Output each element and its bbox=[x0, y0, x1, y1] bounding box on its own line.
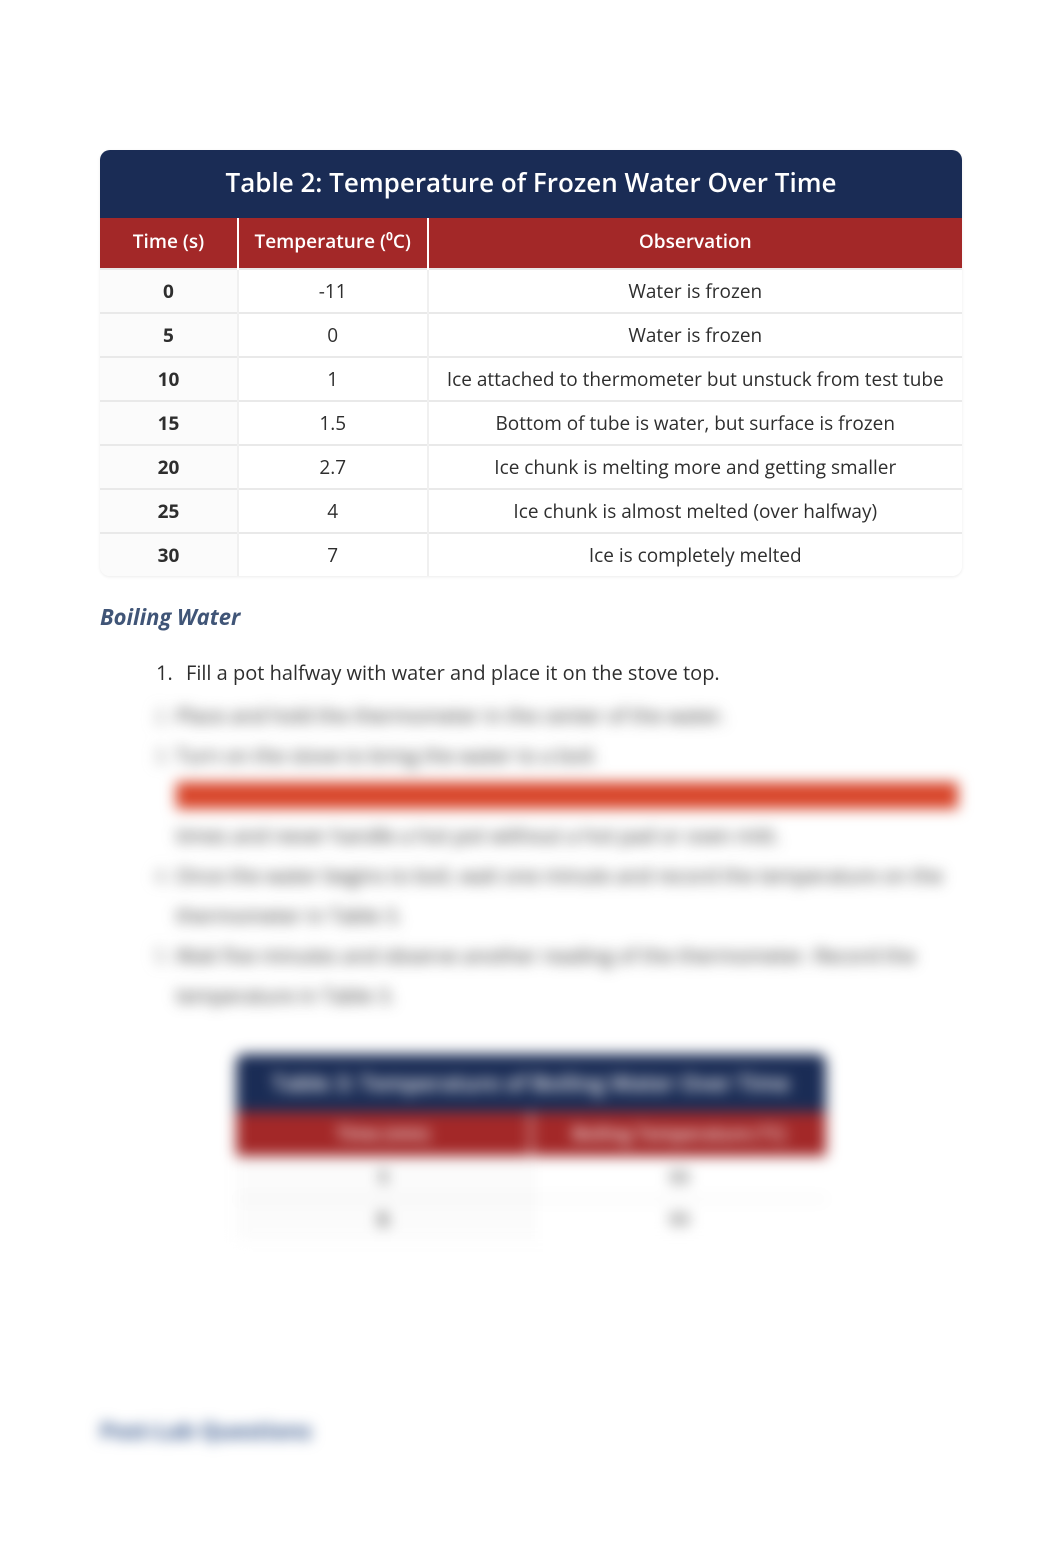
table-row: 101Ice attached to thermometer but unstu… bbox=[100, 357, 962, 401]
table-row: 50Water is frozen bbox=[100, 313, 962, 357]
blurred-line: thermometer in Table 3. bbox=[154, 898, 962, 934]
table3-blurred-region: Table 3: Temperature of Boiling Water Ov… bbox=[236, 1054, 826, 1240]
table3-header-row: Time (min) Boiling Temperature (°C) bbox=[236, 1112, 826, 1156]
table-row: 202.7Ice chunk is melting more and getti… bbox=[100, 445, 962, 489]
cell-observation: Ice chunk is almost melted (over halfway… bbox=[428, 489, 962, 533]
cell-time: 1 bbox=[236, 1156, 532, 1198]
blurred-steps-region: 2.Place and hold the thermometer in the … bbox=[154, 698, 962, 1014]
table3-col-time: Time (min) bbox=[236, 1112, 532, 1156]
cell-temperature: 1.5 bbox=[238, 401, 428, 445]
cell-temp: 99 bbox=[532, 1156, 826, 1198]
table-row: 199 bbox=[236, 1156, 826, 1198]
cell-observation: Ice is completely melted bbox=[428, 533, 962, 576]
boiling-water-steps: Fill a pot halfway with water and place … bbox=[178, 654, 962, 692]
table2-col-temperature: Temperature (⁰C) bbox=[238, 218, 428, 269]
cell-temperature: 2.7 bbox=[238, 445, 428, 489]
table-row: 0-11Water is frozen bbox=[100, 269, 962, 313]
cell-observation: Water is frozen bbox=[428, 313, 962, 357]
cell-time: 20 bbox=[100, 445, 238, 489]
table2-header-row: Time (s) Temperature (⁰C) Observation bbox=[100, 218, 962, 269]
table3-col-temp: Boiling Temperature (°C) bbox=[532, 1112, 826, 1156]
cell-temperature: 4 bbox=[238, 489, 428, 533]
table3-title: Table 3: Temperature of Boiling Water Ov… bbox=[236, 1054, 826, 1112]
cell-time: 25 bbox=[100, 489, 238, 533]
cell-time: 30 bbox=[100, 533, 238, 576]
blurred-line: CAUTION Be careful when handling boiling… bbox=[154, 778, 962, 814]
cell-time: 0 bbox=[100, 269, 238, 313]
cell-temperature: 7 bbox=[238, 533, 428, 576]
cell-time: 10 bbox=[100, 357, 238, 401]
table-row: 599 bbox=[236, 1198, 826, 1240]
table-row: 151.5Bottom of tube is water, but surfac… bbox=[100, 401, 962, 445]
blurred-line: temperature in Table 3. bbox=[154, 978, 962, 1014]
cell-time: 5 bbox=[100, 313, 238, 357]
blurred-line: 5.Wait five minutes and observe another … bbox=[154, 938, 962, 974]
blurred-line: 2.Place and hold the thermometer in the … bbox=[154, 698, 962, 734]
step-1: Fill a pot halfway with water and place … bbox=[178, 654, 962, 692]
cell-observation: Water is frozen bbox=[428, 269, 962, 313]
cell-time: 15 bbox=[100, 401, 238, 445]
table2-col-observation: Observation bbox=[428, 218, 962, 269]
cell-observation: Ice attached to thermometer but unstuck … bbox=[428, 357, 962, 401]
cell-temperature: -11 bbox=[238, 269, 428, 313]
cell-temp: 99 bbox=[532, 1198, 826, 1240]
section-subheading: Boiling Water bbox=[100, 602, 962, 632]
table2-title: Table 2: Temperature of Frozen Water Ove… bbox=[100, 150, 962, 218]
table2: Time (s) Temperature (⁰C) Observation 0-… bbox=[100, 218, 962, 576]
cell-temperature: 0 bbox=[238, 313, 428, 357]
blurred-line: 4.Once the water begins to boil, wait on… bbox=[154, 858, 962, 894]
table-row: 307Ice is completely melted bbox=[100, 533, 962, 576]
table2-col-time: Time (s) bbox=[100, 218, 238, 269]
footer-blurred-heading: Post-Lab Questions bbox=[100, 1416, 312, 1446]
blurred-line: 3.Turn on the stove to bring the water t… bbox=[154, 738, 962, 774]
cell-temperature: 1 bbox=[238, 357, 428, 401]
table2-container: Table 2: Temperature of Frozen Water Ove… bbox=[100, 150, 962, 576]
table-row: 254Ice chunk is almost melted (over half… bbox=[100, 489, 962, 533]
cell-observation: Bottom of tube is water, but surface is … bbox=[428, 401, 962, 445]
cell-time: 5 bbox=[236, 1198, 532, 1240]
cell-observation: Ice chunk is melting more and getting sm… bbox=[428, 445, 962, 489]
blurred-line: times and never handle a hot pot without… bbox=[154, 818, 962, 854]
